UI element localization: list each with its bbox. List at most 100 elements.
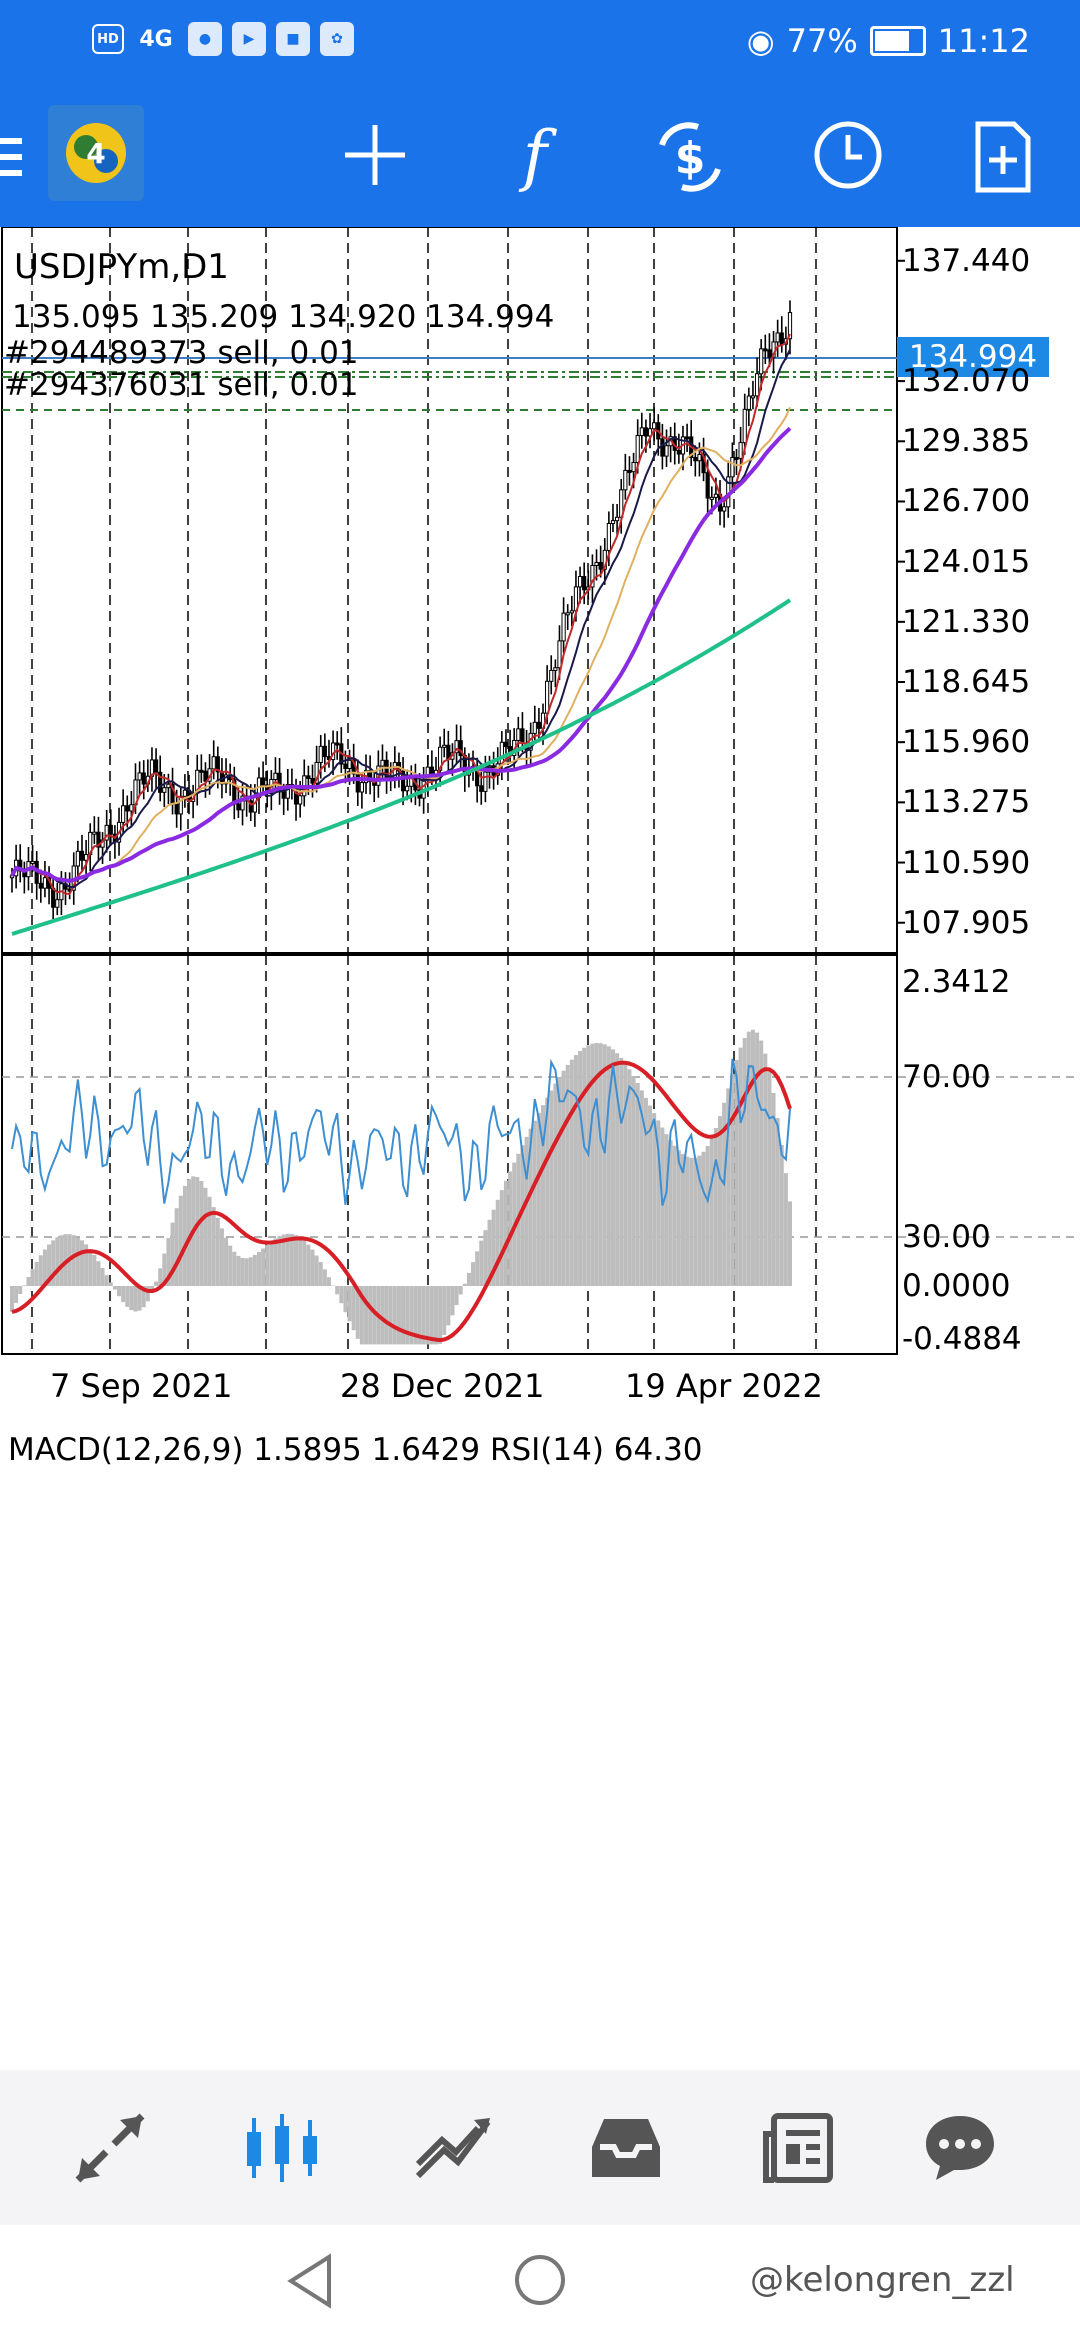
news-icon[interactable] bbox=[758, 2108, 838, 2188]
trade-icon[interactable]: $ bbox=[648, 115, 732, 199]
order-label-1[interactable]: #294489373 sell, 0.01 bbox=[4, 335, 359, 371]
price-panel-frame bbox=[1, 227, 898, 954]
indicator-axis-label: 30.00 bbox=[902, 1219, 991, 1255]
macd-hist-bar bbox=[88, 1249, 93, 1286]
candle-body bbox=[310, 778, 315, 784]
watermark-text: @kelongren_zzl bbox=[750, 2260, 1015, 2300]
macd-hist-bar bbox=[141, 1286, 146, 1308]
macd-hist-bar bbox=[215, 1217, 220, 1286]
macd-hist-bar bbox=[680, 1154, 685, 1286]
macd-hist-bar bbox=[133, 1286, 138, 1312]
candle-body bbox=[335, 742, 340, 746]
macd-hist-bar bbox=[635, 1083, 640, 1286]
home-icon[interactable] bbox=[513, 2253, 567, 2311]
price-axis-label: 121.330 bbox=[902, 603, 1031, 640]
macd-hist-bar bbox=[47, 1244, 52, 1286]
candle-body bbox=[684, 436, 690, 440]
macd-hist-bar bbox=[248, 1257, 253, 1286]
candle-body bbox=[347, 759, 352, 770]
macd-hist-bar bbox=[51, 1240, 56, 1286]
macd-hist-bar bbox=[746, 1031, 751, 1286]
macd-hist-bar bbox=[285, 1233, 290, 1286]
macd-hist-bar bbox=[508, 1171, 513, 1286]
chat-icon[interactable] bbox=[920, 2108, 1000, 2188]
indicator-axis-label: 70.00 bbox=[902, 1059, 991, 1095]
chart-area[interactable]: USDJPYm,D1 135.095 135.209 134.920 134.9… bbox=[0, 227, 1080, 2070]
macd-hist-bar bbox=[121, 1286, 126, 1303]
chart-icon[interactable] bbox=[242, 2108, 322, 2188]
quotes-icon[interactable] bbox=[70, 2108, 150, 2188]
macd-hist-bar bbox=[96, 1261, 101, 1286]
new-document-icon[interactable] bbox=[970, 115, 1036, 199]
order-label-2[interactable]: #294376031 sell, 0.01 bbox=[4, 367, 359, 403]
macd-hist-bar bbox=[750, 1029, 755, 1286]
macd-hist-bar bbox=[557, 1076, 562, 1286]
macd-hist-bar bbox=[499, 1190, 504, 1286]
candle-body bbox=[767, 349, 772, 358]
candle-body bbox=[182, 789, 187, 797]
macd-hist-bar bbox=[92, 1254, 97, 1286]
macd-hist-bar bbox=[388, 1286, 393, 1345]
candle-body bbox=[199, 769, 204, 773]
candle-body bbox=[121, 805, 126, 823]
macd-hist-bar bbox=[79, 1240, 84, 1286]
macd-hist-bar bbox=[495, 1199, 500, 1286]
battery-icon bbox=[869, 26, 926, 56]
candle-body bbox=[652, 422, 657, 430]
macd-hist-bar bbox=[294, 1235, 299, 1286]
macd-hist-bar bbox=[10, 1286, 14, 1312]
battery-percent: 77% bbox=[786, 22, 858, 60]
macd-hist-bar bbox=[689, 1157, 694, 1286]
macd-hist-bar bbox=[240, 1257, 245, 1286]
macd-hist-bar bbox=[623, 1063, 628, 1286]
price-chart[interactable] bbox=[0, 227, 1080, 2070]
candle-body bbox=[318, 745, 323, 763]
macd-hist-bar bbox=[232, 1251, 237, 1286]
macd-hist-bar bbox=[775, 1117, 780, 1286]
macd-hist-bar bbox=[705, 1145, 710, 1286]
macd-hist-bar bbox=[26, 1276, 31, 1286]
macd-hist-bar bbox=[368, 1286, 373, 1345]
macd-hist-bar bbox=[615, 1053, 620, 1286]
app-logo-icon[interactable]: 4 bbox=[48, 105, 144, 201]
macd-hist-bar bbox=[112, 1286, 117, 1290]
clock-icon[interactable] bbox=[810, 117, 886, 193]
price-axis-label: 132.070 bbox=[902, 363, 1031, 400]
macd-hist-bar bbox=[578, 1051, 583, 1286]
back-icon[interactable] bbox=[285, 2253, 335, 2313]
macd-hist-bar bbox=[648, 1105, 653, 1286]
ma-green-long bbox=[11, 598, 792, 936]
candle-body bbox=[166, 783, 171, 789]
candle-body bbox=[108, 824, 113, 835]
macd-hist-bar bbox=[713, 1127, 718, 1286]
candle-body bbox=[713, 493, 719, 498]
crosshair-icon[interactable] bbox=[340, 120, 410, 190]
menu-icon[interactable] bbox=[0, 132, 22, 182]
history-icon[interactable] bbox=[586, 2108, 666, 2188]
candle-body bbox=[137, 772, 142, 781]
macd-hist-bar bbox=[145, 1286, 150, 1302]
macd-hist-bar bbox=[154, 1281, 159, 1286]
price-axis-label: 118.645 bbox=[902, 664, 1031, 700]
macd-hist-bar bbox=[273, 1238, 278, 1286]
candle-body bbox=[545, 680, 550, 714]
candle-body bbox=[779, 332, 784, 345]
candle-body bbox=[734, 456, 739, 460]
trade-nav-icon[interactable] bbox=[414, 2108, 494, 2188]
indicator-f-icon[interactable]: f bbox=[522, 116, 548, 194]
candle-body bbox=[553, 667, 558, 671]
candle-body bbox=[627, 469, 632, 473]
macd-hist-bar bbox=[71, 1235, 76, 1286]
candle-body bbox=[30, 860, 35, 864]
macd-hist-bar bbox=[742, 1037, 747, 1286]
macd-hist-bar bbox=[318, 1262, 323, 1286]
macd-hist-bar bbox=[421, 1286, 426, 1345]
candle-body bbox=[306, 775, 311, 780]
candle-body bbox=[458, 740, 463, 757]
macd-hist-bar bbox=[413, 1286, 418, 1345]
macd-hist-bar bbox=[108, 1282, 113, 1286]
macd-hist-bar bbox=[479, 1240, 484, 1286]
macd-hist-bar bbox=[755, 1032, 760, 1286]
current-price-tag: 134.994 bbox=[897, 337, 1049, 377]
macd-hist-bar bbox=[409, 1286, 414, 1345]
